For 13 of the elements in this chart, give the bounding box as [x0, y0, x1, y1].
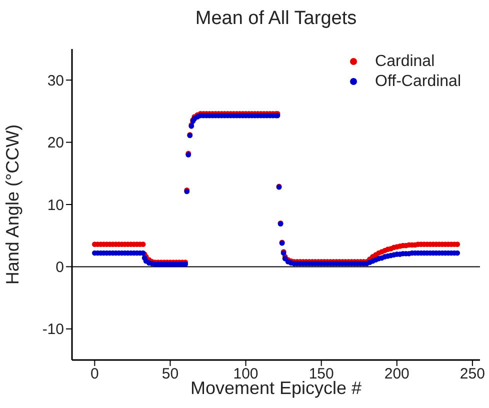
- x-tick-label: 50: [162, 366, 179, 383]
- chart-title: Mean of All Targets: [194, 8, 358, 30]
- legend-label: Cardinal: [375, 53, 435, 70]
- x-tick-label: 250: [460, 366, 485, 383]
- y-tick-label: 10: [47, 196, 64, 214]
- legend-label: Off-Cardinal: [375, 73, 461, 90]
- x-tick-label: 200: [384, 366, 410, 383]
- y-tick-label: 30: [47, 72, 64, 90]
- x-tick-label: 0: [90, 366, 99, 383]
- y-tick-label: 0: [56, 259, 64, 276]
- y-tick-label: 20: [47, 134, 64, 152]
- y-axis-title: Hand Angle (°CCW): [2, 124, 22, 285]
- y-tick-label: -10: [42, 321, 64, 338]
